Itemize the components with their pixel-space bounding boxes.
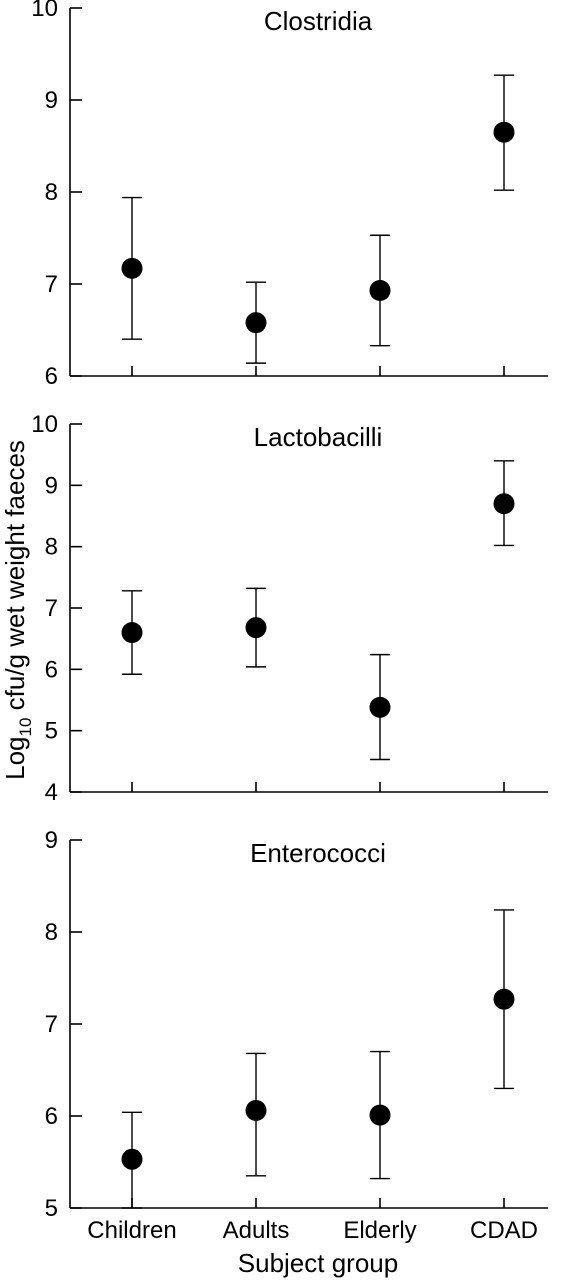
data-point-children [121,1148,143,1170]
panel-clostridia: 6 7 8 9 10 Clostridia [31,0,548,390]
panel-lactobacilli: 4 5 6 7 8 9 10 Lactobacilli [31,411,548,806]
x-axis-title: Subject group [238,1248,398,1278]
y-axis-title-subscript: 10 [16,718,35,737]
y-tick-label: 10 [31,411,58,438]
data-point-cdad [493,988,515,1010]
y-tick-label: 5 [45,718,58,745]
panels: 6 7 8 9 10 Clostridia 4 5 6 7 8 9 10 Lactobacilli 5 6 7 8… [31,0,548,1244]
data-point-children [121,257,143,279]
x-tick-label: Elderly [343,1217,416,1244]
y-tick-label: 8 [45,534,58,561]
data-point-children [121,622,143,644]
panel-title: Lactobacilli [254,422,383,452]
y-tick-label: 9 [45,472,58,499]
y-tick-label: 6 [45,363,58,390]
data-point-adults [245,312,267,334]
panel-title: Enterococci [250,838,386,868]
data-point-adults [245,617,267,639]
y-tick-label: 8 [45,919,58,946]
y-tick-label: 7 [45,1011,58,1038]
data-point-cdad [493,493,515,515]
y-tick-label: 9 [45,87,58,114]
data-point-adults [245,1099,267,1121]
y-tick-label: 6 [45,1103,58,1130]
data-point-elderly [369,1104,391,1126]
y-tick-label: 10 [31,0,58,22]
y-tick-label: 4 [45,779,58,806]
y-tick-label: 7 [45,595,58,622]
data-point-cdad [493,121,515,143]
y-tick-label: 9 [45,827,58,854]
y-tick-label: 8 [45,179,58,206]
y-tick-label: 5 [45,1195,58,1222]
data-point-elderly [369,696,391,718]
y-tick-label: 6 [45,656,58,683]
panel-title: Clostridia [264,6,373,36]
data-point-elderly [369,279,391,301]
y-axis-title: Log10 cfu/g wet weight faeces [0,440,35,780]
y-tick-label: 7 [45,271,58,298]
x-tick-label: Children [87,1217,176,1244]
panel-enterococci: 5 6 7 8 9 Enterococci Children Adults Elderly CDA… [45,827,548,1244]
x-tick-label: CDAD [470,1217,538,1244]
x-tick-label: Adults [223,1217,290,1244]
